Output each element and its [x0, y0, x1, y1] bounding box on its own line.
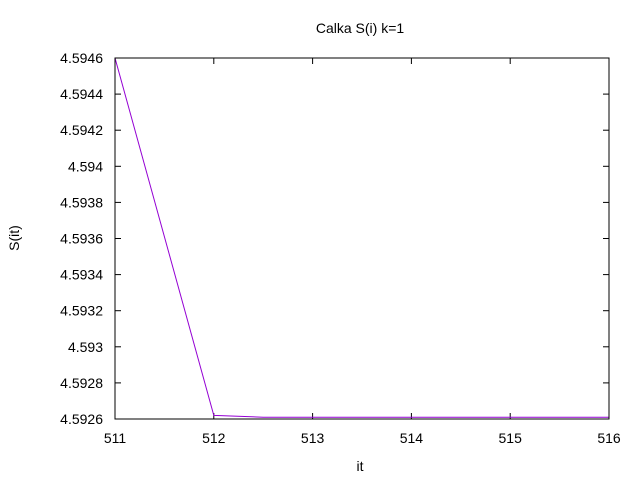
y-tick-label: 4.593: [68, 339, 103, 355]
y-tick-label: 4.5928: [60, 375, 103, 391]
y-tick-label: 4.5926: [60, 411, 103, 427]
plot-frame: [114, 57, 610, 420]
y-tick-label: 4.5932: [60, 303, 103, 319]
x-tick-label: 514: [400, 430, 424, 446]
y-tick-label: 4.5946: [60, 50, 103, 66]
series-group: [114, 57, 609, 418]
y-tick-label: 4.5942: [60, 122, 103, 138]
y-axis-label: S(it): [6, 225, 22, 251]
y-tick-label: 4.5944: [60, 86, 103, 102]
x-tick-label: 515: [499, 430, 523, 446]
x-tick-label: 516: [597, 430, 621, 446]
x-axis-label: it: [357, 458, 364, 474]
x-tick-label: 512: [202, 430, 226, 446]
y-tick-label: 4.5936: [60, 231, 103, 247]
chart-title: Calka S(i) k=1: [316, 20, 405, 36]
x-tick-label: 511: [104, 430, 127, 446]
x-tick-label: 513: [301, 430, 325, 446]
axis-ticks: [114, 57, 610, 420]
y-tick-label: 4.594: [68, 158, 103, 174]
series-line: [114, 57, 609, 418]
axis-tick-labels: 4.5926 4.5928 4.593 4.5932 4.5934 4.5936 4.593…: [60, 50, 621, 446]
y-tick-label: 4.5934: [60, 267, 103, 283]
y-tick-label: 4.5938: [60, 194, 103, 210]
